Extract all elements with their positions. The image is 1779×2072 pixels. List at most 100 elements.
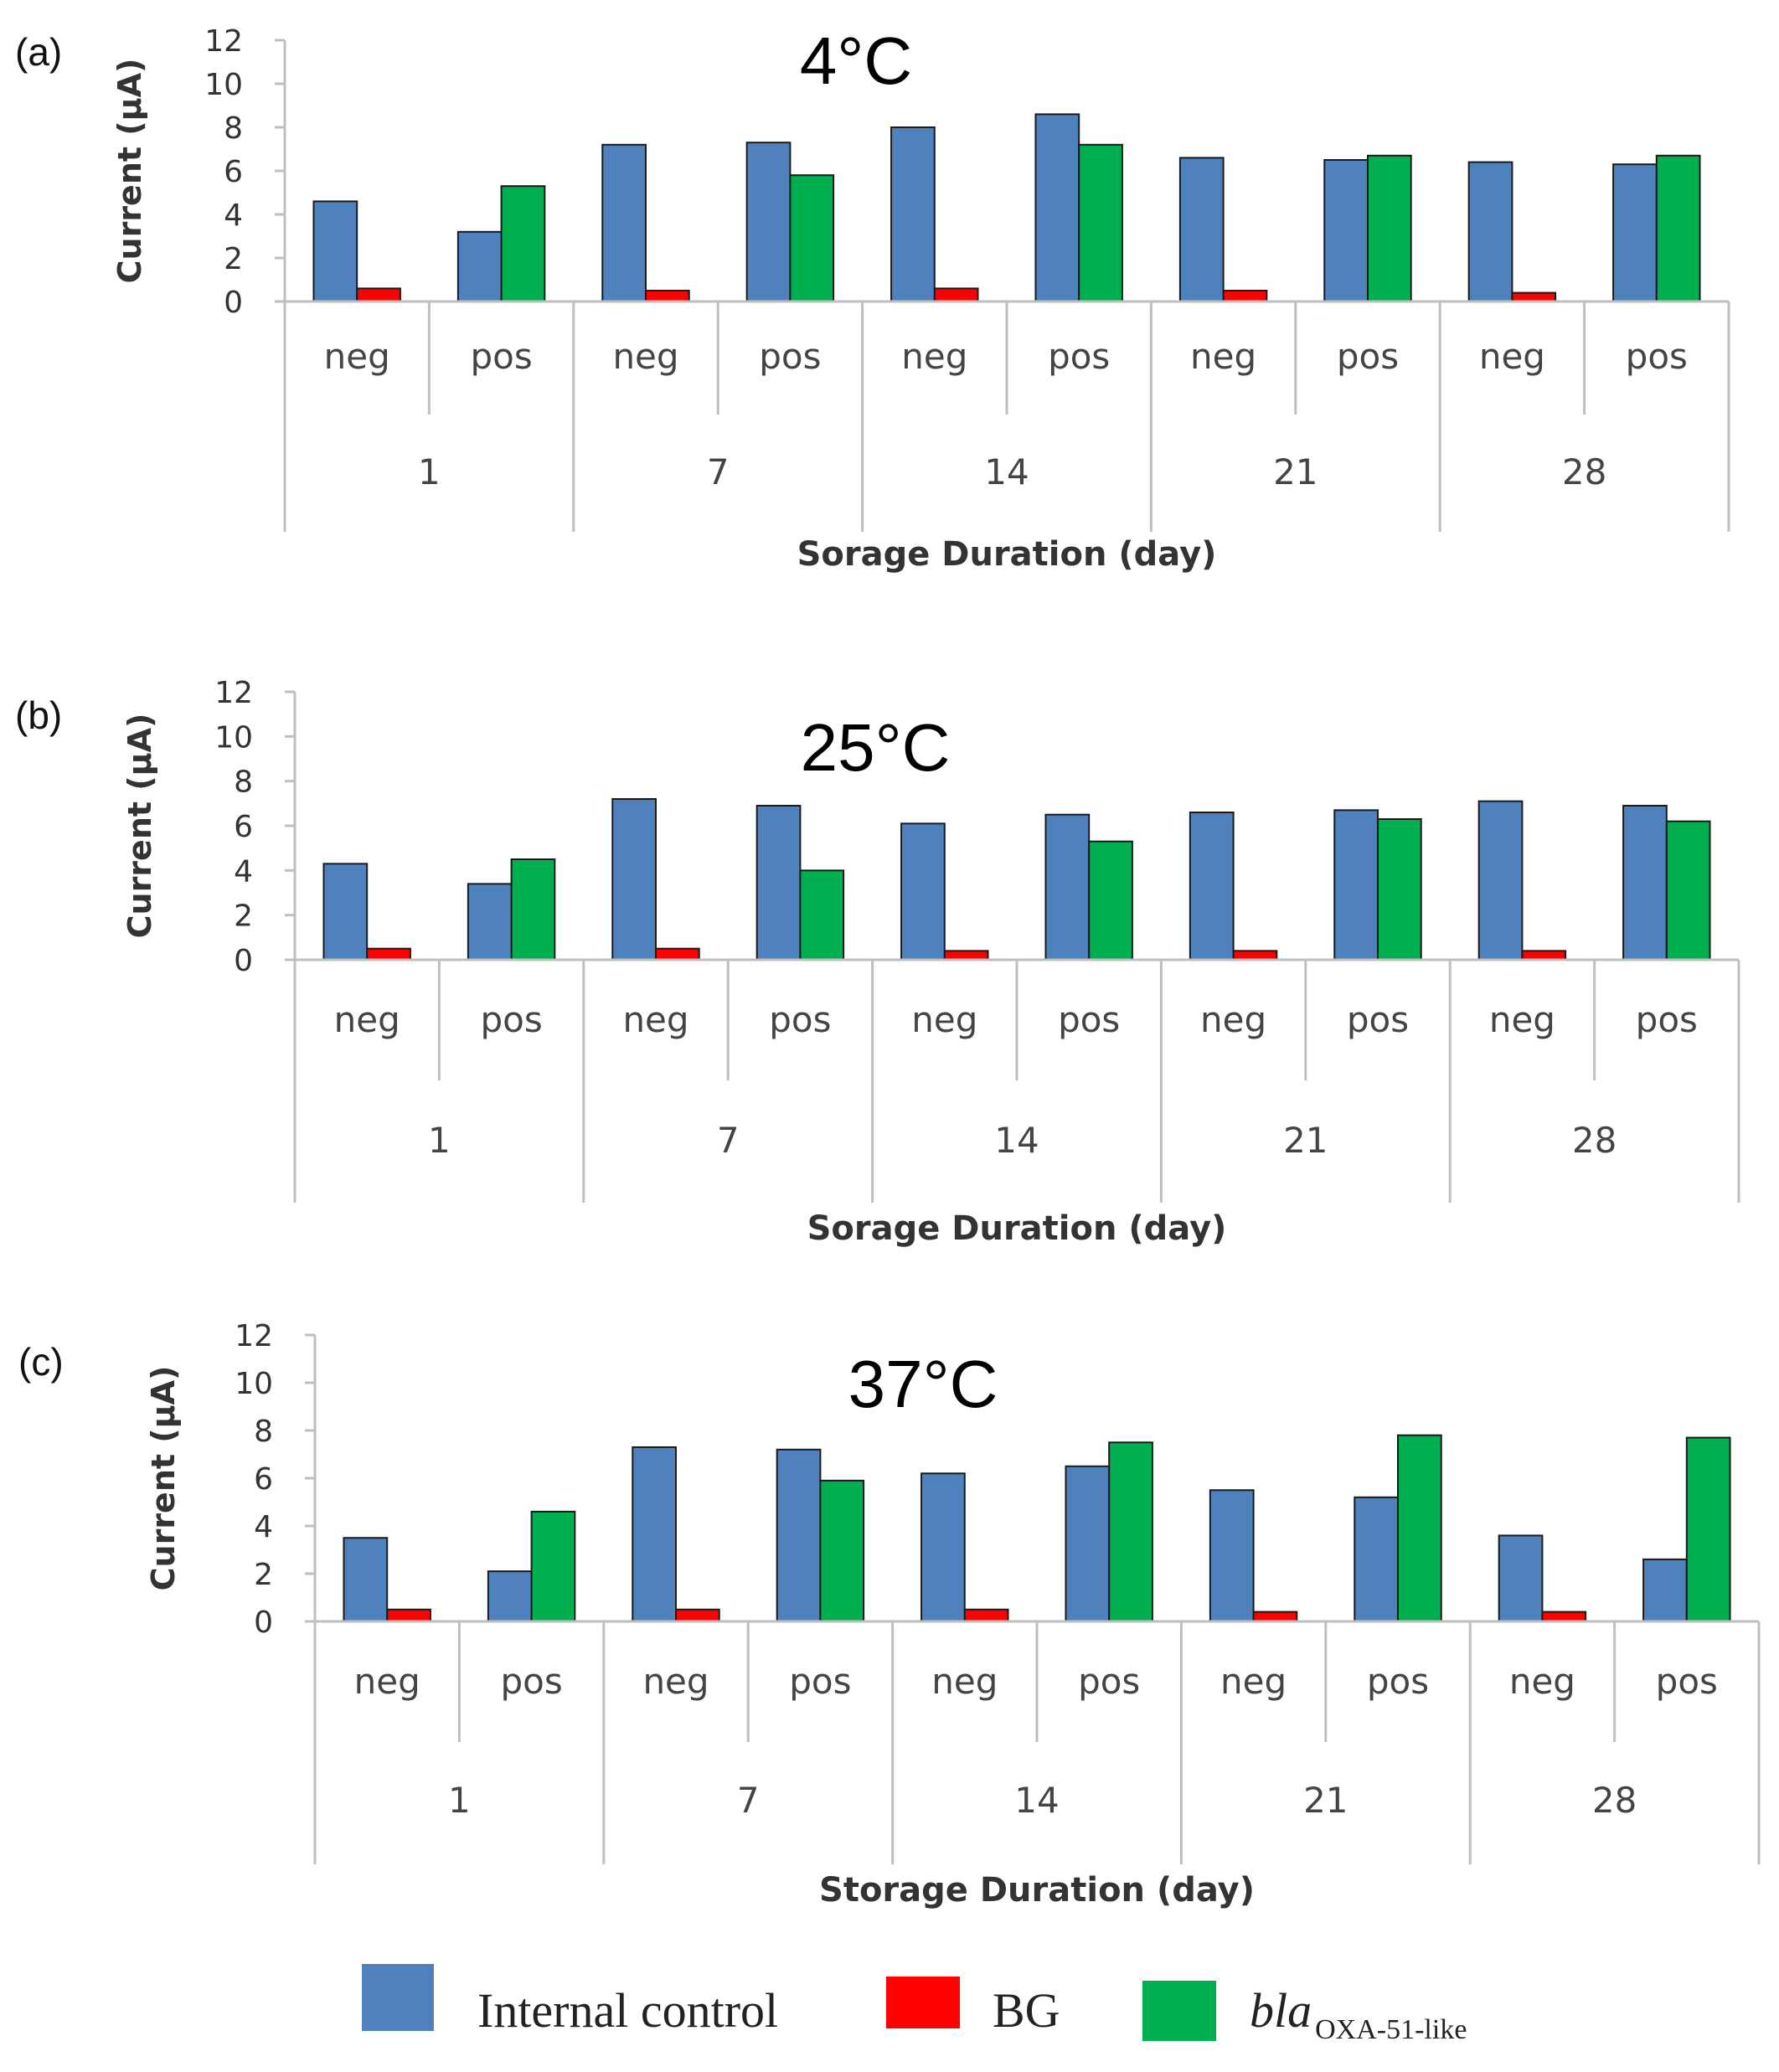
x-group-label: 21 <box>1273 451 1317 492</box>
y-tick-label: 2 <box>224 242 243 276</box>
bar-bg-1 <box>386 1608 431 1622</box>
bar-bg-7 <box>1252 1611 1298 1622</box>
bar-blaoxa-51-like-8 <box>1377 818 1422 961</box>
x-group-label: 28 <box>1572 1120 1617 1161</box>
x-group-label: 14 <box>984 451 1029 492</box>
y-axis-title: Current (µA) <box>145 1366 182 1591</box>
bar-bg-5 <box>933 287 979 302</box>
bar-bg-5 <box>943 950 989 961</box>
y-tick-label: 4 <box>234 854 253 889</box>
x-category-label: pos <box>1058 999 1120 1040</box>
x-category-label: neg <box>1509 1661 1575 1702</box>
bar-internal-control-6 <box>1065 1465 1111 1622</box>
y-tick-label: 8 <box>254 1415 273 1449</box>
y-tick-label: 0 <box>254 1606 273 1640</box>
bar-internal-control-2 <box>467 883 513 961</box>
panel-label: (b) <box>15 693 62 737</box>
legend-swatch-internal-control <box>362 1964 434 2031</box>
bar-bg-5 <box>963 1608 1009 1622</box>
x-category-label: pos <box>470 336 532 377</box>
bar-internal-control-5 <box>900 822 946 961</box>
x-axis-title: Sorage Duration (day) <box>797 535 1217 574</box>
bar-blaoxa-51-like-10 <box>1665 820 1711 961</box>
bar-bg-3 <box>645 290 690 302</box>
y-tick-label: 12 <box>204 24 243 59</box>
y-tick-label: 0 <box>224 286 243 320</box>
bar-internal-control-1 <box>343 1537 389 1622</box>
x-category-label: pos <box>789 1661 851 1702</box>
x-group-label: 14 <box>994 1120 1039 1161</box>
y-tick-label: 8 <box>224 111 243 146</box>
bar-internal-control-2 <box>456 230 503 302</box>
chart-title: 25°C <box>801 710 951 785</box>
legend-label-internal-control: Internal control <box>477 1983 778 2038</box>
y-tick-label: 6 <box>234 810 253 844</box>
y-tick-label: 6 <box>224 155 243 189</box>
panel-label: (c) <box>18 1340 64 1384</box>
y-tick-label: 0 <box>234 944 253 978</box>
bar-internal-control-1 <box>312 200 358 302</box>
x-category-label: pos <box>759 336 821 377</box>
bar-internal-control-10 <box>1642 1558 1688 1623</box>
x-category-label: neg <box>901 336 967 377</box>
x-group-label: 7 <box>707 451 730 492</box>
panel-label: (a) <box>15 30 62 74</box>
x-group-label: 14 <box>1014 1780 1059 1821</box>
bar-internal-control-4 <box>745 142 792 302</box>
x-category-label: neg <box>622 999 688 1040</box>
y-tick-label: 12 <box>235 1319 273 1353</box>
y-tick-label: 10 <box>204 68 243 102</box>
x-group-label: 21 <box>1283 1120 1328 1161</box>
bar-blaoxa-51-like-4 <box>789 174 835 302</box>
y-axis-title: Current (µA) <box>111 59 148 284</box>
bar-blaoxa-51-like-6 <box>1078 143 1123 302</box>
x-group-label: 1 <box>448 1780 471 1821</box>
bar-blaoxa-51-like-6 <box>1088 840 1133 961</box>
x-category-label: neg <box>334 999 400 1040</box>
bar-blaoxa-51-like-8 <box>1367 154 1412 302</box>
x-category-label: pos <box>769 999 831 1040</box>
x-category-label: neg <box>911 999 977 1040</box>
bar-blaoxa-51-like-4 <box>819 1479 865 1622</box>
x-group-label: 1 <box>418 451 441 492</box>
bar-internal-control-2 <box>487 1570 533 1623</box>
bar-bg-7 <box>1232 950 1278 961</box>
y-tick-label: 10 <box>235 1367 273 1401</box>
bar-internal-control-7 <box>1178 157 1225 302</box>
y-tick-label: 8 <box>234 765 253 800</box>
x-axis-title: Storage Duration (day) <box>819 1871 1255 1910</box>
bar-internal-control-1 <box>322 863 369 961</box>
bar-internal-control-10 <box>1612 163 1658 302</box>
bar-internal-control-4 <box>776 1448 822 1623</box>
x-category-label: neg <box>324 336 390 377</box>
x-category-label: pos <box>500 1661 562 1702</box>
legend: Internal control BG bla OXA-51-like <box>362 1964 1467 2045</box>
x-group-label: 7 <box>737 1780 760 1821</box>
y-tick-label: 12 <box>214 676 253 710</box>
y-axis-title: Current (µA) <box>121 714 158 939</box>
bar-internal-control-9 <box>1467 161 1513 302</box>
chart-title: 4°C <box>800 23 912 98</box>
bar-bg-9 <box>1541 1611 1587 1622</box>
bar-blaoxa-51-like-4 <box>799 869 845 961</box>
chart-title: 37°C <box>848 1347 998 1421</box>
bar-blaoxa-51-like-8 <box>1397 1434 1442 1622</box>
bar-internal-control-8 <box>1333 809 1379 961</box>
x-category-label: pos <box>480 999 542 1040</box>
x-axis-title: Sorage Duration (day) <box>807 1209 1227 1248</box>
y-tick-label: 6 <box>254 1462 273 1497</box>
x-category-label: pos <box>1347 999 1409 1040</box>
bar-internal-control-7 <box>1189 812 1235 961</box>
bar-bg-3 <box>655 947 700 961</box>
legend-label-bg: BG <box>993 1983 1060 2038</box>
bar-blaoxa-51-like-2 <box>510 858 556 961</box>
legend-label-bla-sub: OXA-51-like <box>1315 2014 1467 2045</box>
bar-internal-control-5 <box>920 1472 966 1623</box>
bar-internal-control-8 <box>1323 159 1369 302</box>
x-category-label: pos <box>1078 1661 1140 1702</box>
y-tick-label: 2 <box>254 1558 273 1592</box>
y-tick-label: 4 <box>224 198 243 233</box>
bar-bg-7 <box>1222 290 1268 302</box>
legend-label-bla: bla OXA-51-like <box>1250 1983 1467 2045</box>
